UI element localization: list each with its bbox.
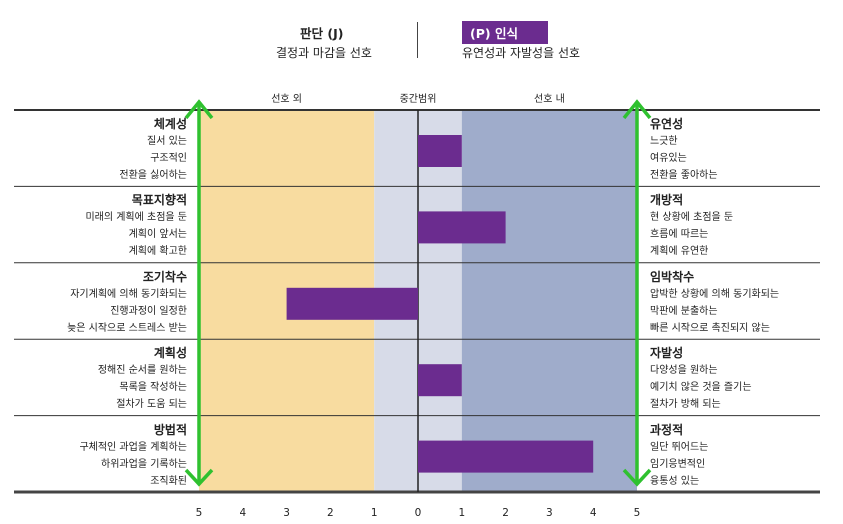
right-trait-title: 자발성 bbox=[650, 346, 684, 361]
zone-label: 선호 내 bbox=[534, 93, 565, 105]
right-trait-line: 절차가 방해 되는 bbox=[650, 399, 721, 411]
right-trait-line: 임기응변적인 bbox=[650, 458, 706, 470]
left-trait-line: 정해진 순서를 원하는 bbox=[97, 365, 187, 377]
right-trait-title: 개방적 bbox=[650, 193, 684, 208]
right-pole-subtitle: 유연성과 자발성을 선호 bbox=[462, 46, 581, 60]
right-pole-title: (P) 인식 bbox=[462, 21, 548, 44]
right-trait-line: 예기치 않은 것을 즐기는 bbox=[650, 382, 752, 394]
right-trait-line: 융통성 있는 bbox=[650, 475, 700, 487]
left-trait-line: 구조적인 bbox=[150, 153, 187, 164]
left-pole-title: 판단 (J) bbox=[300, 26, 344, 41]
x-tick-label: 3 bbox=[283, 507, 290, 519]
bar bbox=[418, 135, 462, 167]
zone-inside bbox=[461, 110, 637, 492]
right-trait-line: 흐름에 따르는 bbox=[650, 229, 709, 241]
left-trait-line: 미래의 계획에 초점을 둔 bbox=[85, 212, 187, 224]
x-tick-label: 4 bbox=[239, 507, 246, 519]
right-trait-title: 유연성 bbox=[650, 117, 684, 131]
x-tick-label: 3 bbox=[546, 507, 553, 519]
bar bbox=[418, 211, 506, 244]
left-trait-line: 진행과정이 일정한 bbox=[110, 305, 187, 317]
x-tick-label: 2 bbox=[502, 507, 509, 519]
left-trait-title: 방법적 bbox=[153, 422, 187, 437]
right-trait-title: 과정적 bbox=[650, 422, 684, 437]
zone-label: 선호 외 bbox=[271, 93, 302, 105]
bar bbox=[286, 287, 418, 320]
arrow-head-down bbox=[184, 468, 214, 487]
left-trait-title: 체계성 bbox=[153, 117, 187, 131]
left-trait-title: 목표지향적 bbox=[131, 193, 187, 208]
right-trait-line: 느긋한 bbox=[650, 136, 678, 147]
right-trait-line: 현 상황에 초점을 둔 bbox=[650, 212, 734, 224]
left-trait-line: 질서 있는 bbox=[147, 136, 187, 147]
left-trait-line: 하위과업을 기록하는 bbox=[101, 458, 187, 470]
x-tick-label: 2 bbox=[327, 507, 334, 519]
bar bbox=[418, 440, 594, 473]
header-divider bbox=[417, 22, 418, 58]
arrow-head-down bbox=[622, 468, 652, 487]
left-trait-line: 전환을 싫어하는 bbox=[119, 170, 187, 181]
arrow-head-up bbox=[622, 99, 652, 120]
left-trait-line: 구체적인 과업을 계획하는 bbox=[79, 441, 187, 453]
arrow-head-up bbox=[184, 99, 214, 120]
left-trait-line: 자기계획에 의해 동기화되는 bbox=[70, 288, 187, 300]
left-trait-line: 늦은 시작으로 스트레스 받는 bbox=[67, 322, 187, 334]
x-tick-label: 0 bbox=[415, 507, 422, 519]
left-trait-title: 조기착수 bbox=[142, 269, 187, 284]
right-trait-line: 막판에 분출하는 bbox=[650, 305, 718, 317]
left-trait-line: 절차가 도움 되는 bbox=[116, 399, 187, 411]
x-tick-label: 1 bbox=[458, 507, 465, 519]
right-trait-line: 일단 뛰어드는 bbox=[650, 441, 709, 453]
zone-label: 중간범위 bbox=[400, 92, 437, 105]
x-tick-label: 1 bbox=[371, 507, 378, 519]
left-trait-line: 계획이 앞서는 bbox=[128, 229, 187, 241]
left-trait-title: 계획성 bbox=[153, 346, 187, 361]
right-trait-line: 압박한 상황에 의해 동기화되는 bbox=[650, 288, 780, 300]
right-trait-title: 임박착수 bbox=[650, 269, 695, 284]
left-trait-line: 목록을 작성하는 bbox=[119, 382, 187, 394]
left-trait-line: 조직화된 bbox=[150, 475, 187, 487]
x-tick-label: 5 bbox=[196, 507, 203, 519]
right-trait-line: 여유있는 bbox=[650, 153, 687, 164]
left-trait-line: 계획에 확고한 bbox=[128, 246, 187, 258]
right-trait-line: 계획에 유연한 bbox=[650, 246, 709, 258]
left-pole-subtitle: 결정과 마감을 선호 bbox=[276, 46, 372, 60]
right-trait-line: 다양성을 원하는 bbox=[650, 365, 718, 377]
right-trait-line: 빠른 시작으로 촉진되지 않는 bbox=[650, 322, 770, 334]
x-tick-label: 4 bbox=[590, 507, 597, 519]
right-trait-line: 전환을 좋아하는 bbox=[650, 170, 718, 181]
x-tick-label: 5 bbox=[634, 507, 641, 519]
bar bbox=[418, 364, 462, 397]
